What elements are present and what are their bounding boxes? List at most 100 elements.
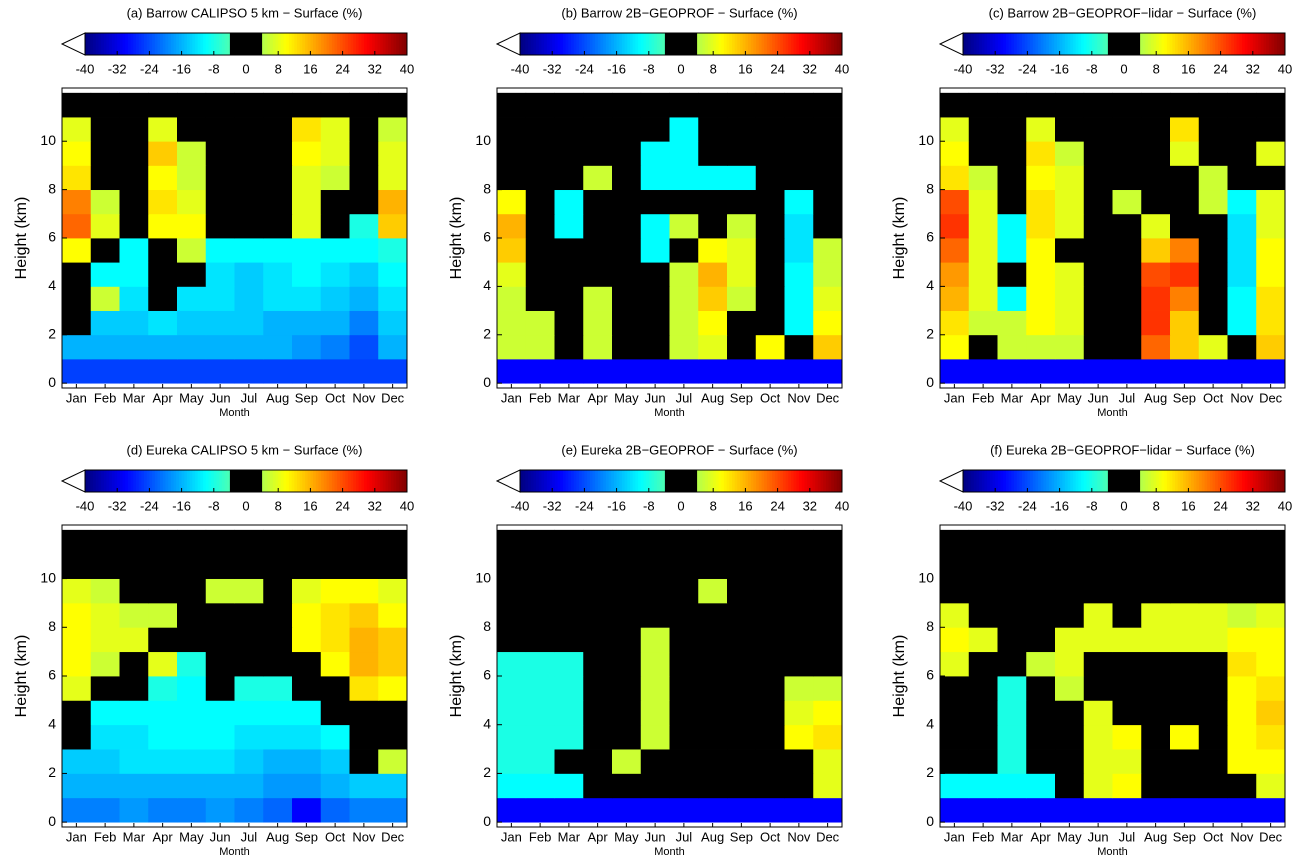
colorbar-swatch	[565, 33, 569, 55]
colorbar-swatch	[1266, 33, 1270, 55]
colorbar-swatch	[1059, 33, 1063, 55]
y-tick-label: 6	[926, 229, 934, 245]
heatmap-cell	[727, 165, 757, 191]
heatmap-cell	[90, 724, 120, 750]
heatmap-cell	[698, 627, 728, 653]
heatmap-cell	[234, 676, 264, 701]
heatmap-cell	[90, 262, 120, 287]
heatmap-cell	[968, 358, 998, 384]
x-tick-label: Apr	[1031, 829, 1052, 844]
heatmap-cell	[583, 578, 613, 604]
heatmap-cell	[1256, 262, 1286, 287]
colorbar-swatch	[758, 470, 762, 492]
colorbar-swatch	[780, 470, 784, 492]
heatmap-cell	[1083, 189, 1113, 215]
colorbar-swatch	[587, 470, 591, 492]
heatmap-cell	[148, 724, 178, 750]
colorbar-swatch	[1000, 33, 1004, 55]
colorbar-swatch	[968, 470, 972, 492]
heatmap-cell	[1055, 165, 1085, 191]
heatmap-cell	[1170, 724, 1200, 750]
heatmap-cell	[378, 117, 408, 142]
heatmap-cell	[177, 189, 207, 215]
heatmap-cell	[119, 262, 149, 287]
colorbar-swatch	[1091, 33, 1095, 55]
colorbar-swatch	[973, 470, 977, 492]
colorbar-swatch	[229, 470, 234, 492]
heatmap-cell	[554, 310, 584, 336]
colorbar-swatch	[93, 470, 97, 492]
x-axis-label: Month	[1097, 846, 1128, 858]
x-tick-label: May	[614, 829, 639, 844]
colorbar-swatch	[670, 470, 674, 492]
x-tick-label: Jun	[210, 390, 231, 405]
heatmap-cell	[669, 310, 699, 336]
heatmap-cell	[1141, 578, 1171, 604]
heatmap-cell	[1141, 238, 1171, 263]
heatmap-cell	[554, 700, 584, 726]
colorbar-swatch	[1217, 33, 1222, 55]
x-tick-label: Oct	[1203, 390, 1224, 405]
heatmap-cell	[292, 700, 322, 726]
heatmap-cell	[813, 773, 843, 799]
heatmap-cell	[1198, 627, 1228, 653]
colorbar-swatch	[1209, 470, 1214, 492]
heatmap-cell	[119, 286, 149, 311]
colorbar-tick-label: -32	[986, 498, 1005, 513]
colorbar-swatch	[1223, 470, 1227, 492]
colorbar-swatch	[648, 33, 652, 55]
colorbar-swatch	[227, 470, 231, 492]
heatmap-cell	[378, 749, 408, 774]
heatmap-cell	[1112, 189, 1142, 215]
colorbar-tick-label: 24	[335, 498, 349, 513]
heatmap-cell	[1055, 749, 1085, 774]
colorbar-swatch	[184, 470, 188, 492]
heatmap-cell	[497, 334, 527, 360]
heatmap-cell	[177, 358, 207, 384]
colorbar-swatch	[404, 470, 408, 492]
colorbar-swatch	[1016, 470, 1020, 492]
heatmap-cell	[784, 92, 814, 118]
heatmap-cell	[263, 676, 293, 701]
heatmap-cell	[263, 797, 293, 823]
colorbar-swatch	[1013, 33, 1018, 55]
heatmap-cell	[62, 334, 92, 360]
heatmap-cell	[497, 117, 527, 142]
heatmap-cell	[378, 797, 408, 823]
heatmap-cell	[62, 262, 92, 287]
colorbar-swatch	[1247, 33, 1251, 55]
heatmap-cell	[1112, 554, 1142, 579]
heatmap-cell	[1055, 92, 1085, 118]
heatmap-cell	[90, 213, 120, 239]
y-tick-label: 0	[926, 374, 934, 390]
colorbar-swatch	[138, 33, 142, 55]
heatmap-cell	[177, 141, 207, 166]
y-tick-label: 4	[48, 715, 56, 731]
heatmap-cell	[263, 358, 293, 384]
x-tick-label: Jul	[241, 829, 258, 844]
heatmap-cell	[90, 334, 120, 360]
colorbar-swatch	[1054, 33, 1058, 55]
colorbar-tick-label: -24	[140, 61, 159, 76]
heatmap-cell	[263, 651, 293, 677]
x-tick-label: Jun	[645, 829, 666, 844]
colorbar-swatch	[130, 33, 134, 55]
heatmap-cell	[968, 165, 998, 191]
heatmap-cell	[968, 334, 998, 360]
colorbar-swatch	[361, 33, 365, 55]
heatmap-cell	[234, 651, 264, 677]
colorbar-swatch	[176, 470, 180, 492]
heatmap-cell	[525, 724, 555, 750]
y-tick-label: 8	[48, 180, 56, 196]
x-tick-label: Mar	[558, 829, 581, 844]
colorbar-swatch	[299, 470, 303, 492]
colorbar-swatch	[528, 470, 532, 492]
heatmap-cell	[554, 334, 584, 360]
colorbar-swatch	[533, 470, 537, 492]
colorbar-swatch	[1207, 470, 1211, 492]
x-tick-label: Nov	[1230, 829, 1254, 844]
heatmap-cell	[813, 700, 843, 726]
heatmap-cell	[205, 286, 235, 311]
heatmap-cell	[1256, 554, 1286, 579]
heatmap-cell	[378, 334, 408, 360]
